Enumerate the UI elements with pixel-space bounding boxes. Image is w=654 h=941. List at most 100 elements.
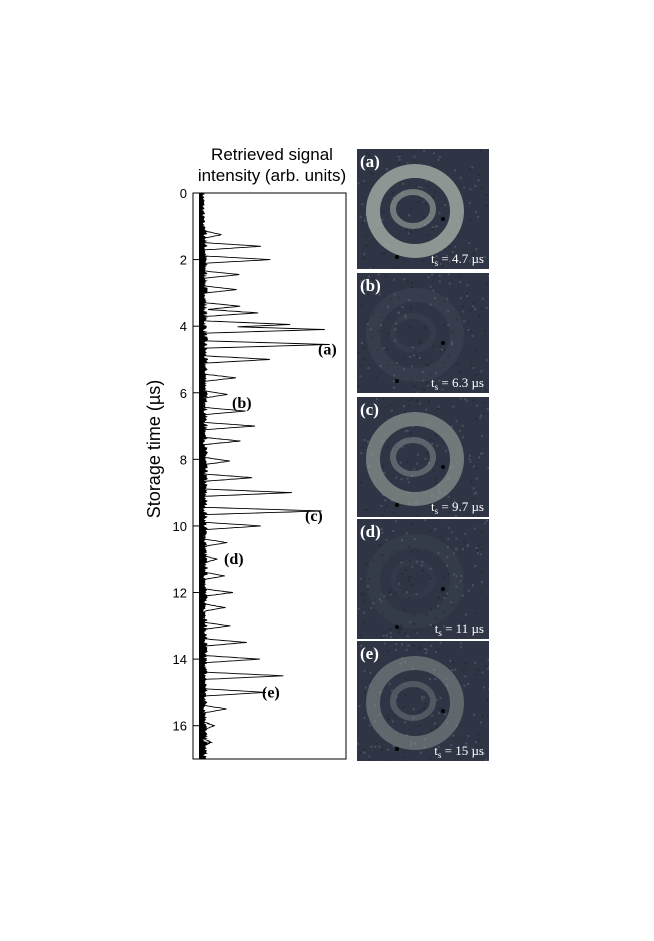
noise-speck	[423, 696, 426, 699]
image-panel: (d) ts = 11 µs	[357, 519, 489, 639]
noise-speck	[450, 330, 453, 333]
caption-value: = 4.7 µs	[438, 251, 484, 266]
noise-speck	[444, 450, 447, 453]
noise-speck	[464, 662, 467, 665]
noise-speck	[475, 259, 478, 262]
y-tick-label: 2	[180, 253, 187, 268]
noise-speck	[414, 631, 417, 634]
noise-speck	[359, 216, 362, 218]
noise-speck	[366, 585, 369, 588]
noise-speck	[378, 745, 381, 748]
noise-speck	[419, 710, 422, 713]
noise-speck	[446, 297, 449, 300]
noise-speck	[388, 682, 391, 685]
noise-speck	[455, 318, 458, 321]
noise-speck	[425, 179, 428, 182]
noise-speck	[475, 491, 478, 494]
noise-speck	[384, 406, 387, 409]
noise-speck	[459, 176, 462, 179]
panel-graphic: (a) ts = 4.7 µs	[357, 149, 489, 269]
noise-speck	[458, 383, 461, 386]
noise-speck	[431, 714, 434, 717]
noise-speck	[365, 152, 368, 154]
noise-speck	[435, 726, 438, 729]
noise-speck	[417, 201, 420, 204]
noise-speck	[435, 372, 438, 375]
noise-speck	[394, 339, 396, 342]
noise-speck	[406, 591, 408, 594]
noise-speck	[443, 248, 446, 251]
noise-speck	[411, 425, 414, 428]
noise-speck	[418, 698, 421, 701]
noise-speck	[432, 195, 435, 198]
noise-speck	[475, 673, 478, 676]
noise-speck	[484, 759, 487, 761]
noise-speck	[475, 612, 478, 615]
y-tick-label: 14	[173, 652, 187, 667]
noise-speck	[392, 511, 395, 514]
noise-speck	[387, 649, 389, 652]
noise-speck	[461, 622, 464, 625]
y-tick-label: 6	[180, 386, 187, 401]
noise-speck	[451, 669, 454, 672]
noise-speck	[487, 439, 489, 442]
noise-speck	[401, 657, 404, 660]
caption-value: = 15 µs	[441, 743, 484, 758]
noise-speck	[459, 580, 462, 583]
noise-speck	[375, 376, 378, 379]
noise-speck	[472, 366, 475, 369]
noise-speck	[453, 330, 456, 333]
noise-speck	[363, 691, 366, 694]
noise-speck	[460, 574, 463, 577]
caption-value: = 9.7 µs	[438, 499, 484, 514]
noise-speck	[427, 185, 430, 188]
noise-speck	[435, 670, 438, 673]
noise-speck	[361, 415, 364, 418]
noise-speck	[444, 361, 446, 364]
noise-speck	[406, 635, 409, 638]
x-axis-label-line1: Retrieved signal	[211, 145, 333, 164]
noise-speck	[426, 234, 429, 236]
noise-speck	[397, 629, 400, 632]
noise-speck	[402, 706, 405, 708]
noise-speck	[464, 398, 467, 401]
noise-speck	[486, 699, 489, 702]
noise-speck	[399, 626, 402, 629]
y-tick-label: 4	[180, 319, 187, 334]
noise-speck	[444, 594, 447, 597]
noise-speck	[423, 706, 426, 709]
noise-speck	[443, 610, 446, 613]
noise-speck	[393, 293, 396, 296]
noise-speck	[377, 330, 379, 333]
noise-speck	[409, 230, 412, 233]
noise-speck	[404, 316, 407, 319]
noise-speck	[380, 600, 383, 603]
noise-speck	[365, 244, 368, 247]
noise-speck	[465, 512, 468, 515]
noise-speck	[473, 398, 476, 401]
noise-speck	[438, 280, 441, 283]
annotation-label: (e)	[262, 684, 280, 701]
noise-speck	[367, 293, 370, 296]
noise-speck	[475, 467, 478, 470]
noise-speck	[454, 668, 457, 671]
noise-speck	[447, 573, 450, 576]
noise-speck	[454, 169, 456, 172]
noise-speck	[417, 550, 420, 553]
noise-speck	[381, 218, 384, 221]
noise-speck	[378, 598, 381, 601]
noise-speck	[480, 452, 482, 455]
noise-speck	[448, 245, 451, 248]
noise-speck	[421, 695, 424, 698]
noise-speck	[413, 468, 416, 471]
noise-speck	[446, 592, 449, 595]
noise-speck	[438, 707, 441, 710]
noise-speck	[419, 474, 422, 477]
noise-speck	[478, 174, 481, 177]
noise-speck	[416, 356, 419, 359]
noise-speck	[449, 260, 451, 263]
noise-speck	[480, 531, 483, 534]
noise-speck	[437, 596, 440, 599]
noise-speck	[432, 345, 435, 348]
noise-speck	[424, 202, 427, 205]
